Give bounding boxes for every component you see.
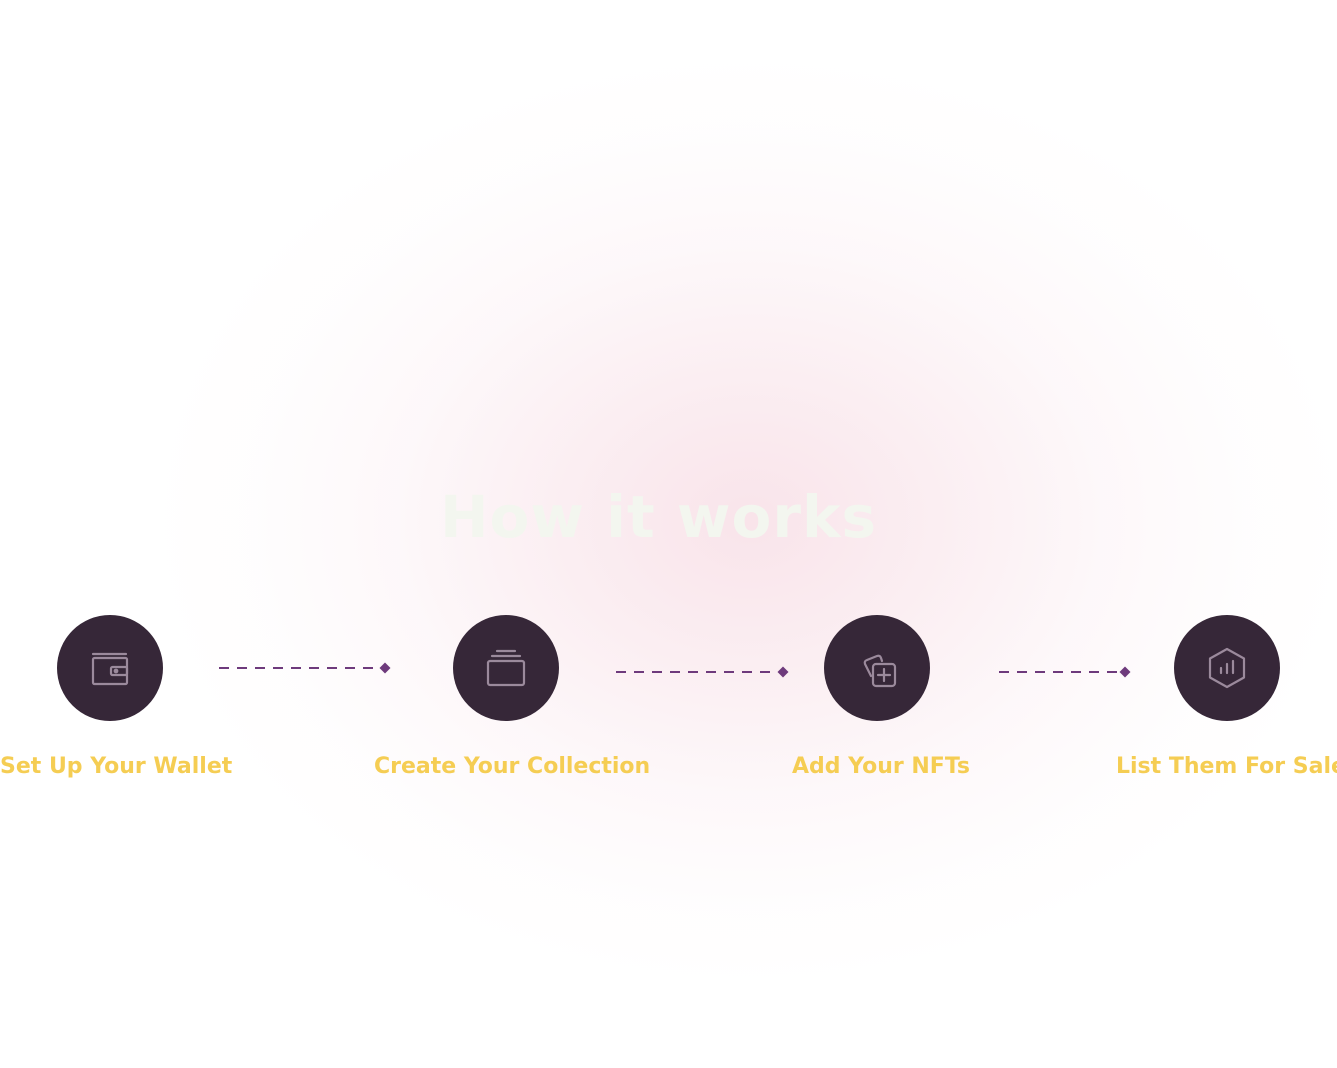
step-3-circle	[824, 615, 930, 721]
chart-hexagon-icon	[1208, 647, 1246, 689]
connector-2	[616, 666, 796, 678]
connector-3	[999, 666, 1139, 678]
step-3-label: Add Your NFTs	[792, 754, 970, 779]
step-2-label: Create Your Collection	[374, 754, 651, 779]
step-2-circle	[453, 615, 559, 721]
step-4-circle	[1174, 615, 1280, 721]
step-1-label: Set Up Your Wallet	[0, 754, 233, 779]
step-1-circle	[57, 615, 163, 721]
wallet-icon	[91, 652, 129, 686]
background-glow	[160, 60, 1337, 980]
collection-icon	[486, 649, 526, 687]
connector-1	[219, 662, 394, 674]
step-4-label: List Them For Sale	[1116, 754, 1337, 779]
add-nft-icon	[863, 654, 897, 688]
section-title: How it works	[439, 483, 878, 551]
